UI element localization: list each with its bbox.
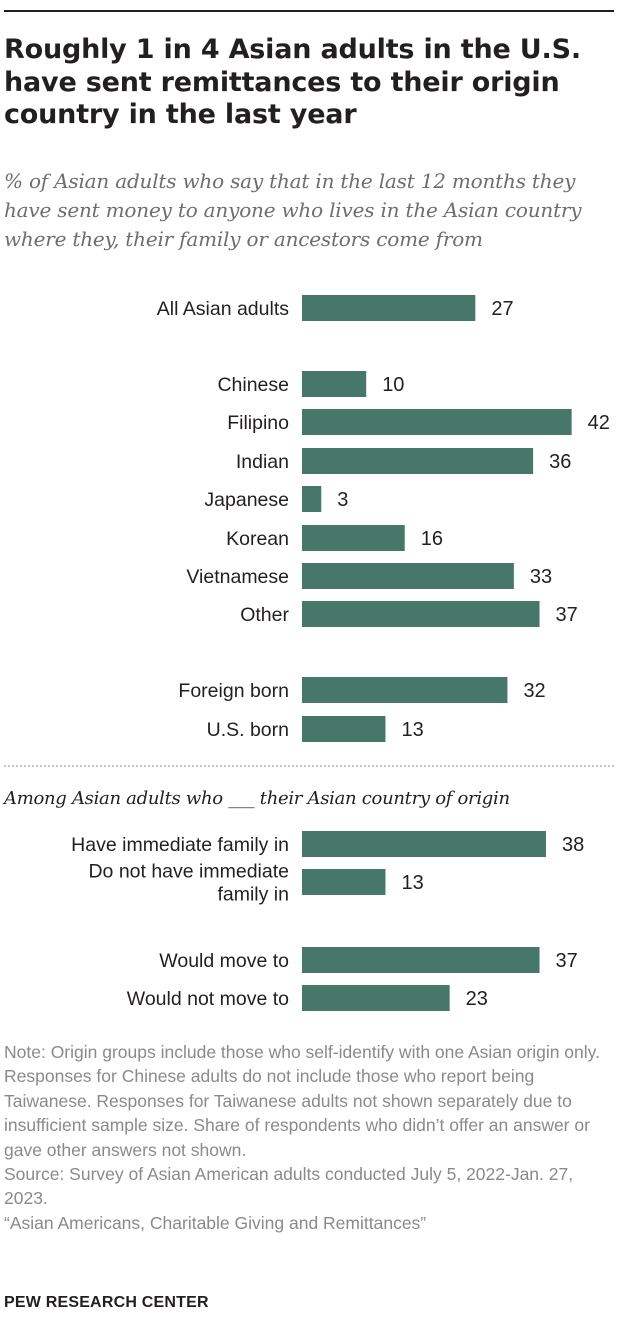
notes: Note: Origin groups include those who se… — [4, 1040, 614, 1235]
note-text: Note: Origin groups include those who se… — [4, 1042, 600, 1160]
data-label: 13 — [401, 719, 423, 741]
bar — [302, 486, 322, 512]
data-label: 16 — [421, 528, 443, 550]
data-label: 36 — [549, 451, 571, 473]
data-label: 27 — [491, 298, 513, 320]
data-label: 38 — [562, 834, 584, 856]
bar — [302, 601, 540, 627]
report-title: “Asian Americans, Charitable Giving and … — [4, 1212, 427, 1233]
data-label: 13 — [401, 872, 423, 894]
bar — [302, 448, 534, 474]
bar — [302, 295, 476, 321]
category-label: Do not have immediate — [88, 861, 289, 883]
bar — [302, 525, 405, 551]
bar — [302, 371, 367, 397]
data-label: 33 — [530, 566, 552, 588]
data-label: 23 — [466, 988, 488, 1010]
category-label: Have immediate family in — [71, 834, 289, 856]
data-label: 42 — [588, 412, 610, 434]
bar — [302, 677, 508, 703]
data-label: 37 — [556, 604, 578, 626]
bar — [302, 831, 546, 857]
section-divider — [4, 765, 614, 767]
top-rule — [4, 10, 614, 12]
bar — [302, 716, 386, 742]
bar — [302, 947, 540, 973]
pew-logo: PEW RESEARCH CENTER — [4, 1294, 209, 1311]
category-label: Would not move to — [127, 988, 289, 1010]
category-label: Chinese — [217, 374, 289, 396]
category-label: U.S. born — [207, 719, 289, 741]
category-label: Korean — [226, 528, 289, 550]
category-label: Indian — [236, 451, 289, 473]
data-label: 37 — [556, 950, 578, 972]
bar — [302, 409, 572, 435]
category-label: Foreign born — [178, 680, 289, 702]
category-label: Japanese — [204, 489, 289, 511]
category-label: All Asian adults — [157, 298, 289, 320]
data-label: 3 — [337, 489, 348, 511]
category-label: Would move to — [159, 950, 289, 972]
category-label: Other — [240, 604, 289, 626]
data-label: 32 — [523, 680, 545, 702]
bar — [302, 563, 514, 589]
bar — [302, 869, 386, 895]
section-label: Among Asian adults who ___ their Asian c… — [4, 788, 510, 809]
data-label: 10 — [382, 374, 404, 396]
chart-title: Roughly 1 in 4 Asian adults in the U.S. … — [4, 34, 581, 131]
bar-chart: 27 All Asian adults 10 Chinese 42 Filipino 36 I… — [71, 295, 610, 1011]
chart-subtitle: % of Asian adults who say that in the la… — [4, 169, 582, 251]
category-label: Vietnamese — [186, 566, 289, 588]
bar — [302, 985, 450, 1011]
category-label: family in — [217, 884, 289, 906]
category-label: Filipino — [227, 412, 289, 434]
source-text: Source: Survey of Asian American adults … — [4, 1164, 574, 1209]
